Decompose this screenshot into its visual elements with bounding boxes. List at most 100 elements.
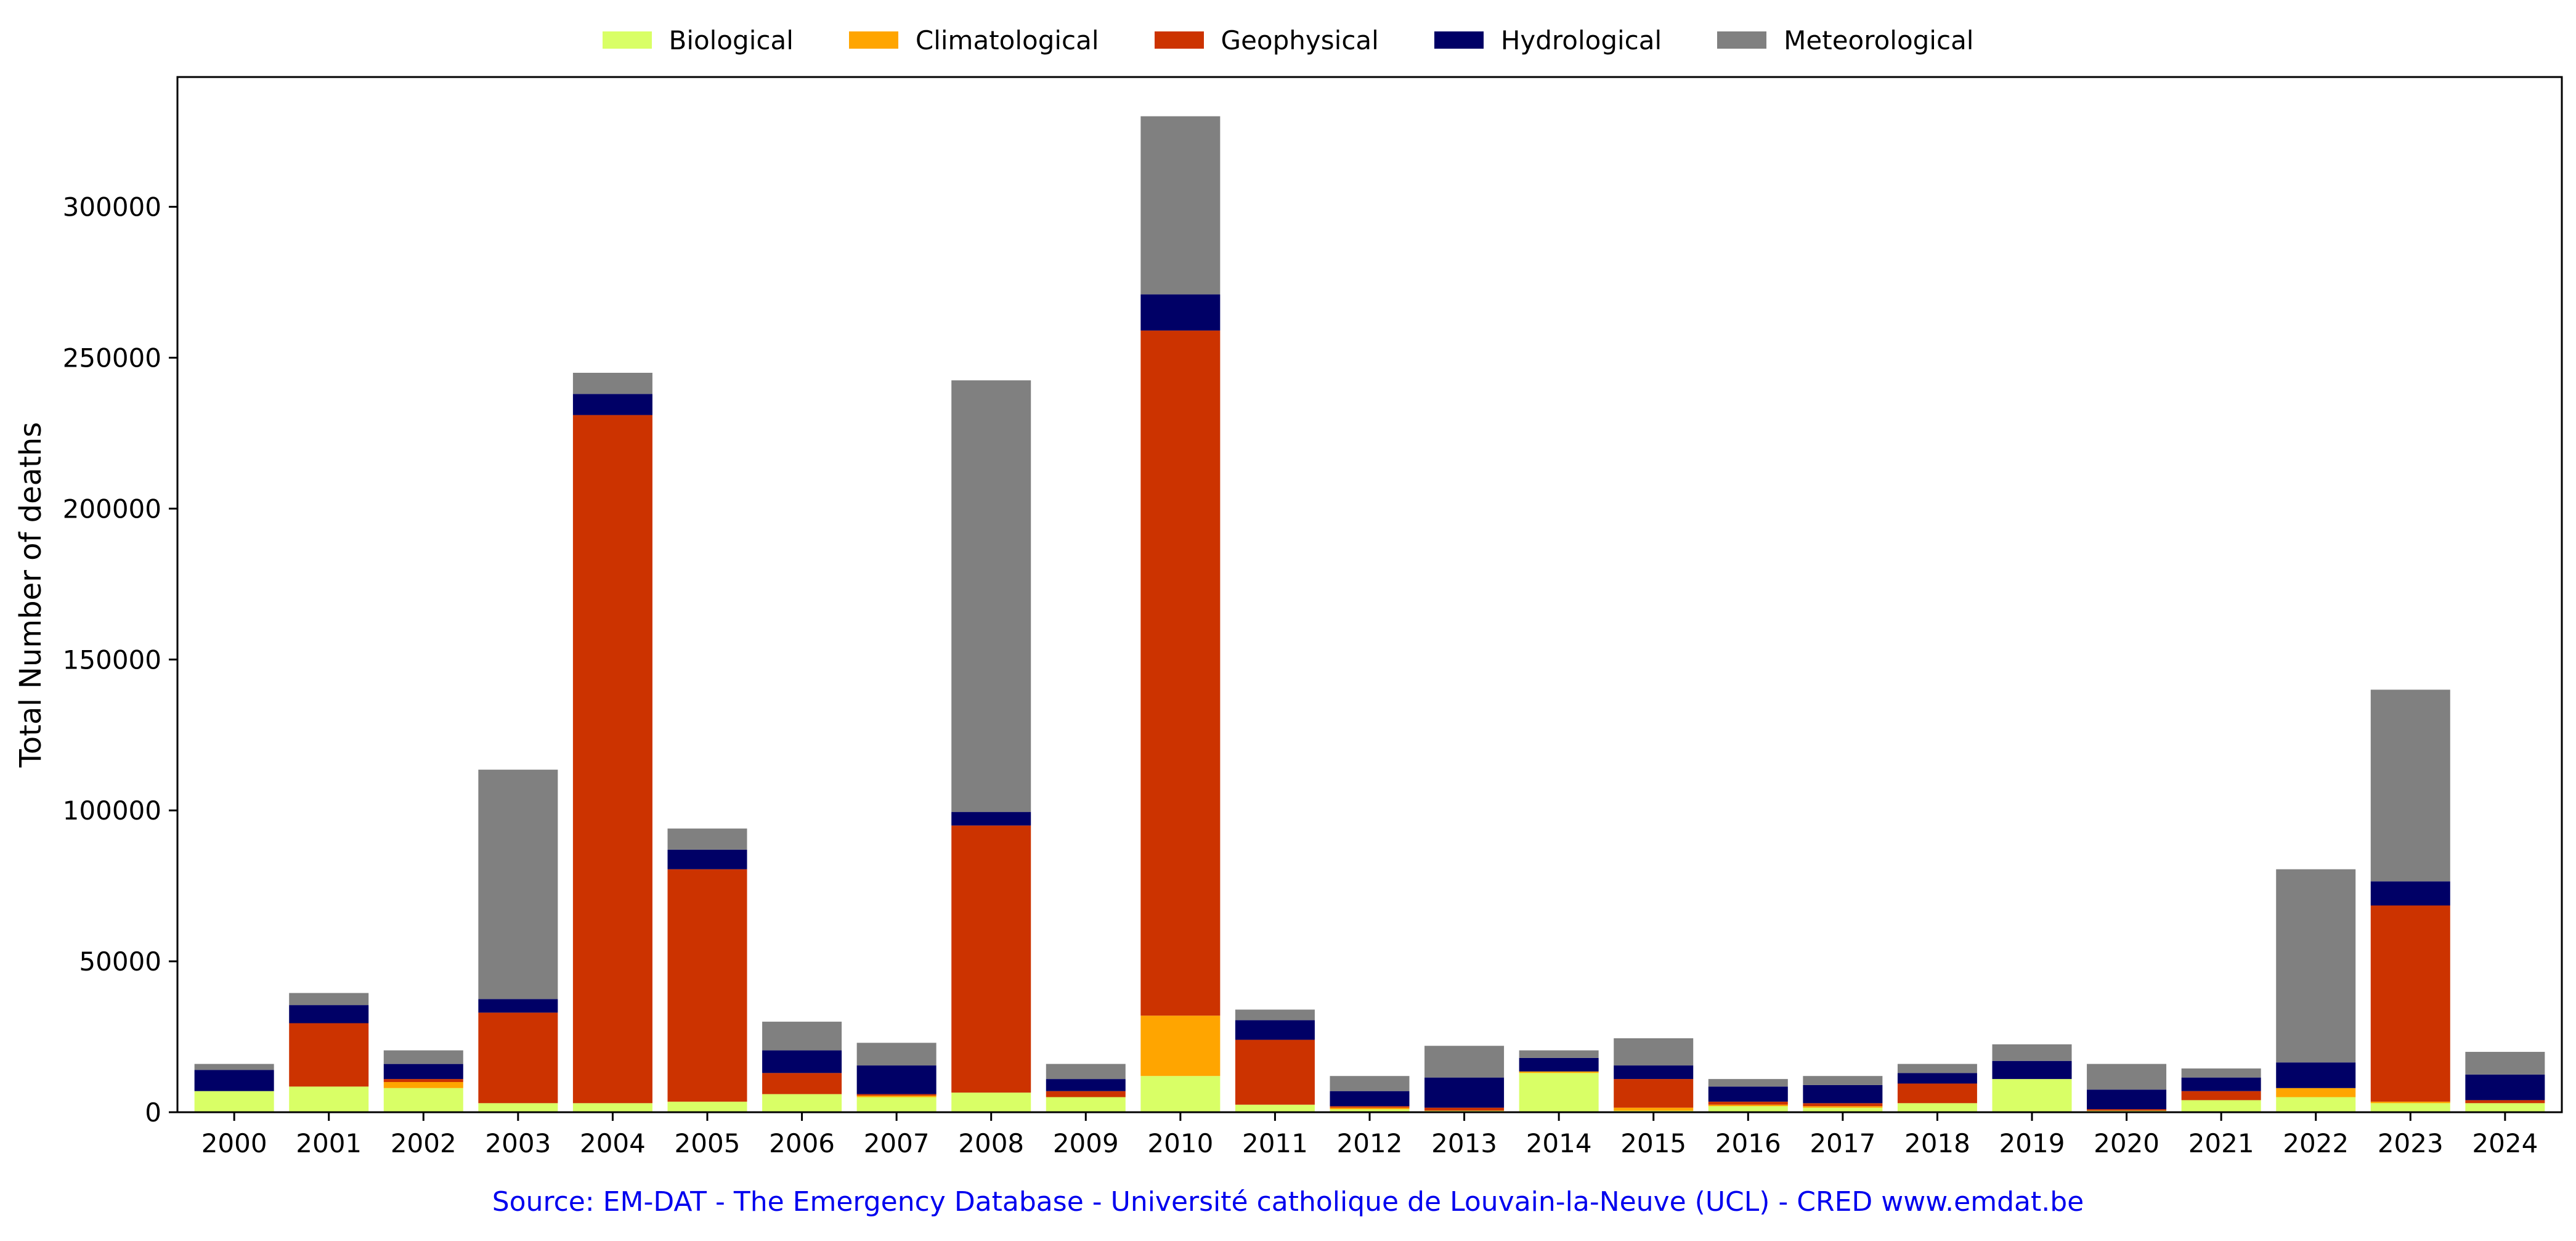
bar-geophysical-2002 — [383, 1079, 463, 1083]
bar-hydrological-2012 — [1330, 1091, 1410, 1107]
bar-hydrological-2000 — [194, 1070, 274, 1091]
bar-biological-2017 — [1803, 1107, 1883, 1112]
legend-swatch — [1434, 31, 1484, 49]
bar-climatological-2012 — [1330, 1107, 1410, 1110]
bar-geophysical-2011 — [1235, 1040, 1315, 1105]
bar-geophysical-2006 — [762, 1073, 842, 1094]
bar-meteorological-2018 — [1897, 1064, 1977, 1073]
bar-meteorological-2008 — [951, 380, 1031, 812]
bar-geophysical-2017 — [1803, 1103, 1883, 1107]
x-tick-label-2020: 2020 — [2094, 1128, 2160, 1158]
legend-label: Biological — [668, 25, 794, 55]
bar-geophysical-2024 — [2465, 1100, 2545, 1104]
bar-hydrological-2022 — [2276, 1062, 2356, 1088]
bar-climatological-2014 — [1519, 1071, 1599, 1073]
legend-item-hydrological: Hydrological — [1434, 25, 1662, 55]
bar-meteorological-2000 — [194, 1064, 274, 1070]
bar-climatological-2015 — [1614, 1107, 1694, 1111]
bar-biological-2010 — [1140, 1076, 1221, 1112]
bar-hydrological-2024 — [2465, 1074, 2545, 1101]
bar-meteorological-2022 — [2276, 869, 2356, 1063]
x-tick-label-2019: 2019 — [1999, 1128, 2065, 1158]
bar-hydrological-2003 — [478, 999, 558, 1013]
bar-meteorological-2017 — [1803, 1076, 1883, 1085]
bar-biological-2005 — [667, 1101, 747, 1112]
bar-biological-2008 — [951, 1092, 1031, 1112]
bar-climatological-2016 — [1708, 1104, 1788, 1107]
bar-geophysical-2015 — [1614, 1079, 1694, 1108]
bar-hydrological-2017 — [1803, 1084, 1883, 1104]
x-tick-label-2018: 2018 — [1904, 1128, 1970, 1158]
bar-hydrological-2008 — [951, 812, 1031, 826]
bar-climatological-2023 — [2370, 1101, 2450, 1104]
bar-meteorological-2020 — [2087, 1064, 2167, 1090]
bar-geophysical-2013 — [1424, 1107, 1505, 1111]
bar-hydrological-2001 — [289, 1005, 369, 1023]
x-tick-label-2006: 2006 — [769, 1128, 835, 1158]
bar-meteorological-2013 — [1424, 1046, 1505, 1078]
bar-meteorological-2014 — [1519, 1050, 1599, 1058]
bar-hydrological-2020 — [2087, 1089, 2167, 1110]
bar-hydrological-2011 — [1235, 1020, 1315, 1040]
bar-meteorological-2016 — [1708, 1079, 1788, 1087]
bar-meteorological-2009 — [1046, 1064, 1126, 1080]
bar-climatological-2017 — [1803, 1106, 1883, 1108]
x-axis-ticks: 2000 2001 2002 2003 2004 2005 2006 2007 2008 2009… — [201, 1112, 2538, 1158]
bar-meteorological-2002 — [383, 1050, 463, 1064]
plot-frame — [176, 76, 2563, 1113]
bar-climatological-2010 — [1140, 1015, 1221, 1076]
bar-biological-2006 — [762, 1094, 842, 1112]
bar-geophysical-2007 — [856, 1094, 937, 1096]
bar-hydrological-2009 — [1046, 1079, 1126, 1091]
legend-swatch — [848, 31, 898, 49]
bar-biological-2019 — [1992, 1079, 2072, 1112]
bar-hydrological-2002 — [383, 1064, 463, 1080]
y-tick-label: 100000 — [63, 795, 161, 826]
bar-biological-2001 — [289, 1086, 369, 1112]
bar-geophysical-2001 — [289, 1023, 369, 1087]
bar-meteorological-2007 — [856, 1043, 937, 1066]
bar-meteorological-2006 — [762, 1022, 842, 1051]
legend-item-geophysical: Geophysical — [1154, 25, 1379, 55]
bar-geophysical-2016 — [1708, 1101, 1788, 1105]
x-tick-label-2017: 2017 — [1810, 1128, 1875, 1158]
bar-meteorological-2015 — [1614, 1038, 1694, 1066]
legend-swatch — [1154, 31, 1204, 49]
bar-biological-2024 — [2465, 1103, 2545, 1112]
bar-biological-2002 — [383, 1088, 463, 1112]
bar-hydrological-2015 — [1614, 1065, 1694, 1080]
x-tick-label-2001: 2001 — [296, 1128, 362, 1158]
legend-item-biological: Biological — [602, 25, 794, 55]
x-tick-label-2008: 2008 — [958, 1128, 1024, 1158]
bar-hydrological-2005 — [667, 849, 747, 869]
bar-geophysical-2003 — [478, 1012, 558, 1104]
y-tick-label: 250000 — [63, 343, 161, 373]
bar-biological-2003 — [478, 1103, 558, 1112]
bar-biological-2004 — [572, 1103, 652, 1112]
bar-biological-2014 — [1519, 1073, 1599, 1112]
bar-hydrological-2021 — [2181, 1077, 2261, 1091]
bar-geophysical-2010 — [1140, 330, 1221, 1016]
bar-meteorological-2004 — [572, 373, 652, 394]
bars-group — [194, 116, 2545, 1112]
bar-biological-2007 — [856, 1097, 937, 1112]
legend-label: Meteorological — [1784, 25, 1974, 55]
y-tick-label: 150000 — [63, 645, 161, 675]
bar-meteorological-2001 — [289, 993, 369, 1006]
bar-geophysical-2004 — [572, 415, 652, 1104]
legend: Biological Climatological Geophysical Hydro… — [0, 18, 2576, 62]
legend-item-climatological: Climatological — [848, 25, 1099, 55]
y-axis-ticks: 0 50000 100000 150000 200000 250000 300000 — [63, 192, 177, 1128]
legend-item-meteorological: Meteorological — [1717, 25, 1973, 55]
bar-geophysical-2023 — [2370, 905, 2450, 1102]
legend-label: Hydrological — [1500, 25, 1662, 55]
source-caption: Source: EM-DAT - The Emergency Database … — [492, 1186, 2084, 1218]
bar-biological-2021 — [2181, 1100, 2261, 1112]
x-tick-label-2003: 2003 — [485, 1128, 551, 1158]
legend-swatch — [602, 31, 652, 49]
bar-hydrological-2019 — [1992, 1060, 2072, 1080]
y-tick-label: 300000 — [63, 192, 161, 222]
bar-geophysical-2005 — [667, 869, 747, 1102]
y-axis-label: Total Number of deaths — [14, 421, 48, 768]
